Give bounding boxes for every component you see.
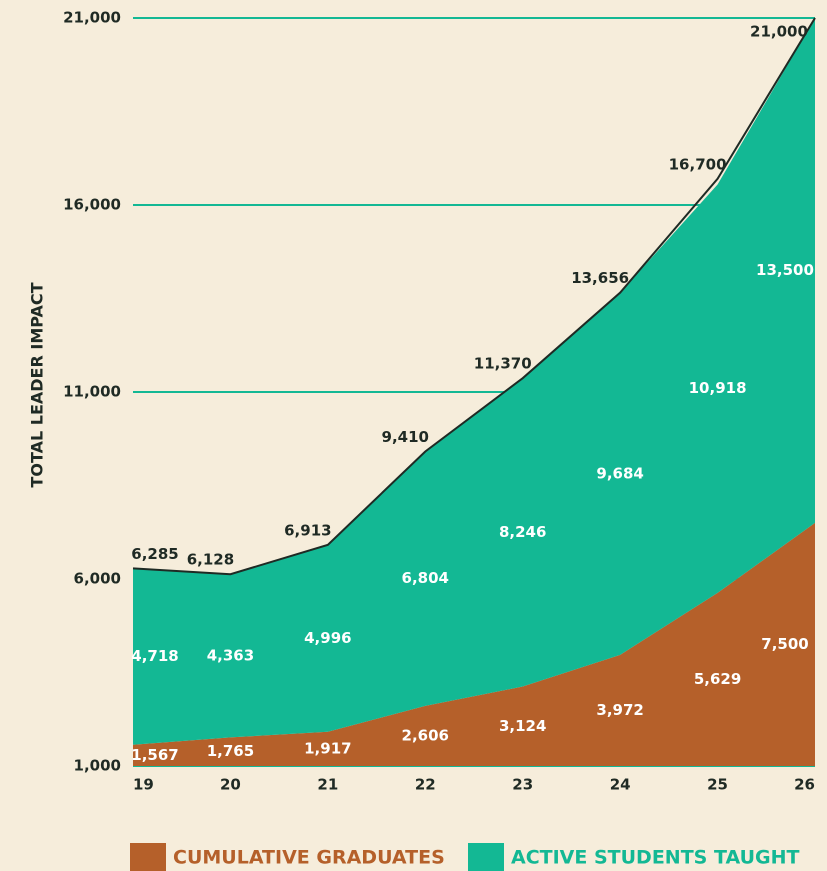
value-label: 1,765	[207, 742, 254, 760]
x-tick-label: 21	[317, 776, 338, 794]
x-tick-label: 26	[794, 776, 815, 794]
area	[133, 18, 815, 745]
total-label: 11,370	[474, 355, 532, 373]
x-tick-label: 25	[707, 776, 728, 794]
total-label: 6,913	[284, 521, 331, 539]
total-label: 6,285	[131, 545, 178, 563]
total-label: 13,656	[571, 269, 629, 287]
value-label: 4,718	[131, 647, 178, 665]
total-label: 9,410	[382, 428, 429, 446]
value-label: 8,246	[499, 523, 546, 541]
value-label: 7,500	[761, 635, 808, 653]
value-label: 3,124	[499, 717, 546, 735]
total-label: 6,128	[187, 551, 234, 569]
value-label: 3,972	[596, 701, 643, 719]
x-tick-label: 20	[220, 776, 241, 794]
areas	[132, 17, 816, 766]
value-label: 4,996	[304, 629, 351, 647]
area	[133, 522, 815, 766]
value-label: 2,606	[402, 726, 449, 744]
value-label: 6,804	[402, 569, 449, 587]
legend-label: ACTIVE STUDENTS TAUGHT	[511, 847, 799, 869]
x-tick-label: 19	[133, 776, 154, 794]
value-label: 4,363	[207, 646, 254, 664]
x-tick-label: 23	[512, 776, 533, 794]
value-label: 1,917	[304, 739, 351, 757]
y-tick-label: 16,000	[63, 196, 121, 214]
value-label: 10,918	[689, 379, 747, 397]
y-tick-label: 21,000	[63, 9, 121, 27]
total-label: 16,700	[669, 155, 727, 173]
y-axis-title: TOTAL LEADER IMPACT	[28, 282, 47, 487]
x-tick-label: 24	[610, 776, 631, 794]
x-tick-label: 22	[415, 776, 436, 794]
value-label: 13,500	[756, 261, 814, 279]
total-line	[132, 17, 816, 576]
legend-label: CUMULATIVE GRADUATES	[173, 847, 445, 869]
labels: 1,000 6,000 11,000 16,000 21,000 19 20 21 22 23 24…	[63, 9, 815, 871]
legend-swatch	[468, 843, 504, 871]
value-label: 1,567	[131, 746, 178, 764]
y-tick-label: 1,000	[74, 757, 121, 775]
y-tick-label: 11,000	[63, 383, 121, 401]
total-label: 21,000	[750, 23, 808, 41]
y-tick-label: 6,000	[74, 570, 121, 588]
value-label: 9,684	[596, 464, 643, 482]
legend-swatch	[130, 843, 166, 871]
value-label: 5,629	[694, 670, 741, 688]
